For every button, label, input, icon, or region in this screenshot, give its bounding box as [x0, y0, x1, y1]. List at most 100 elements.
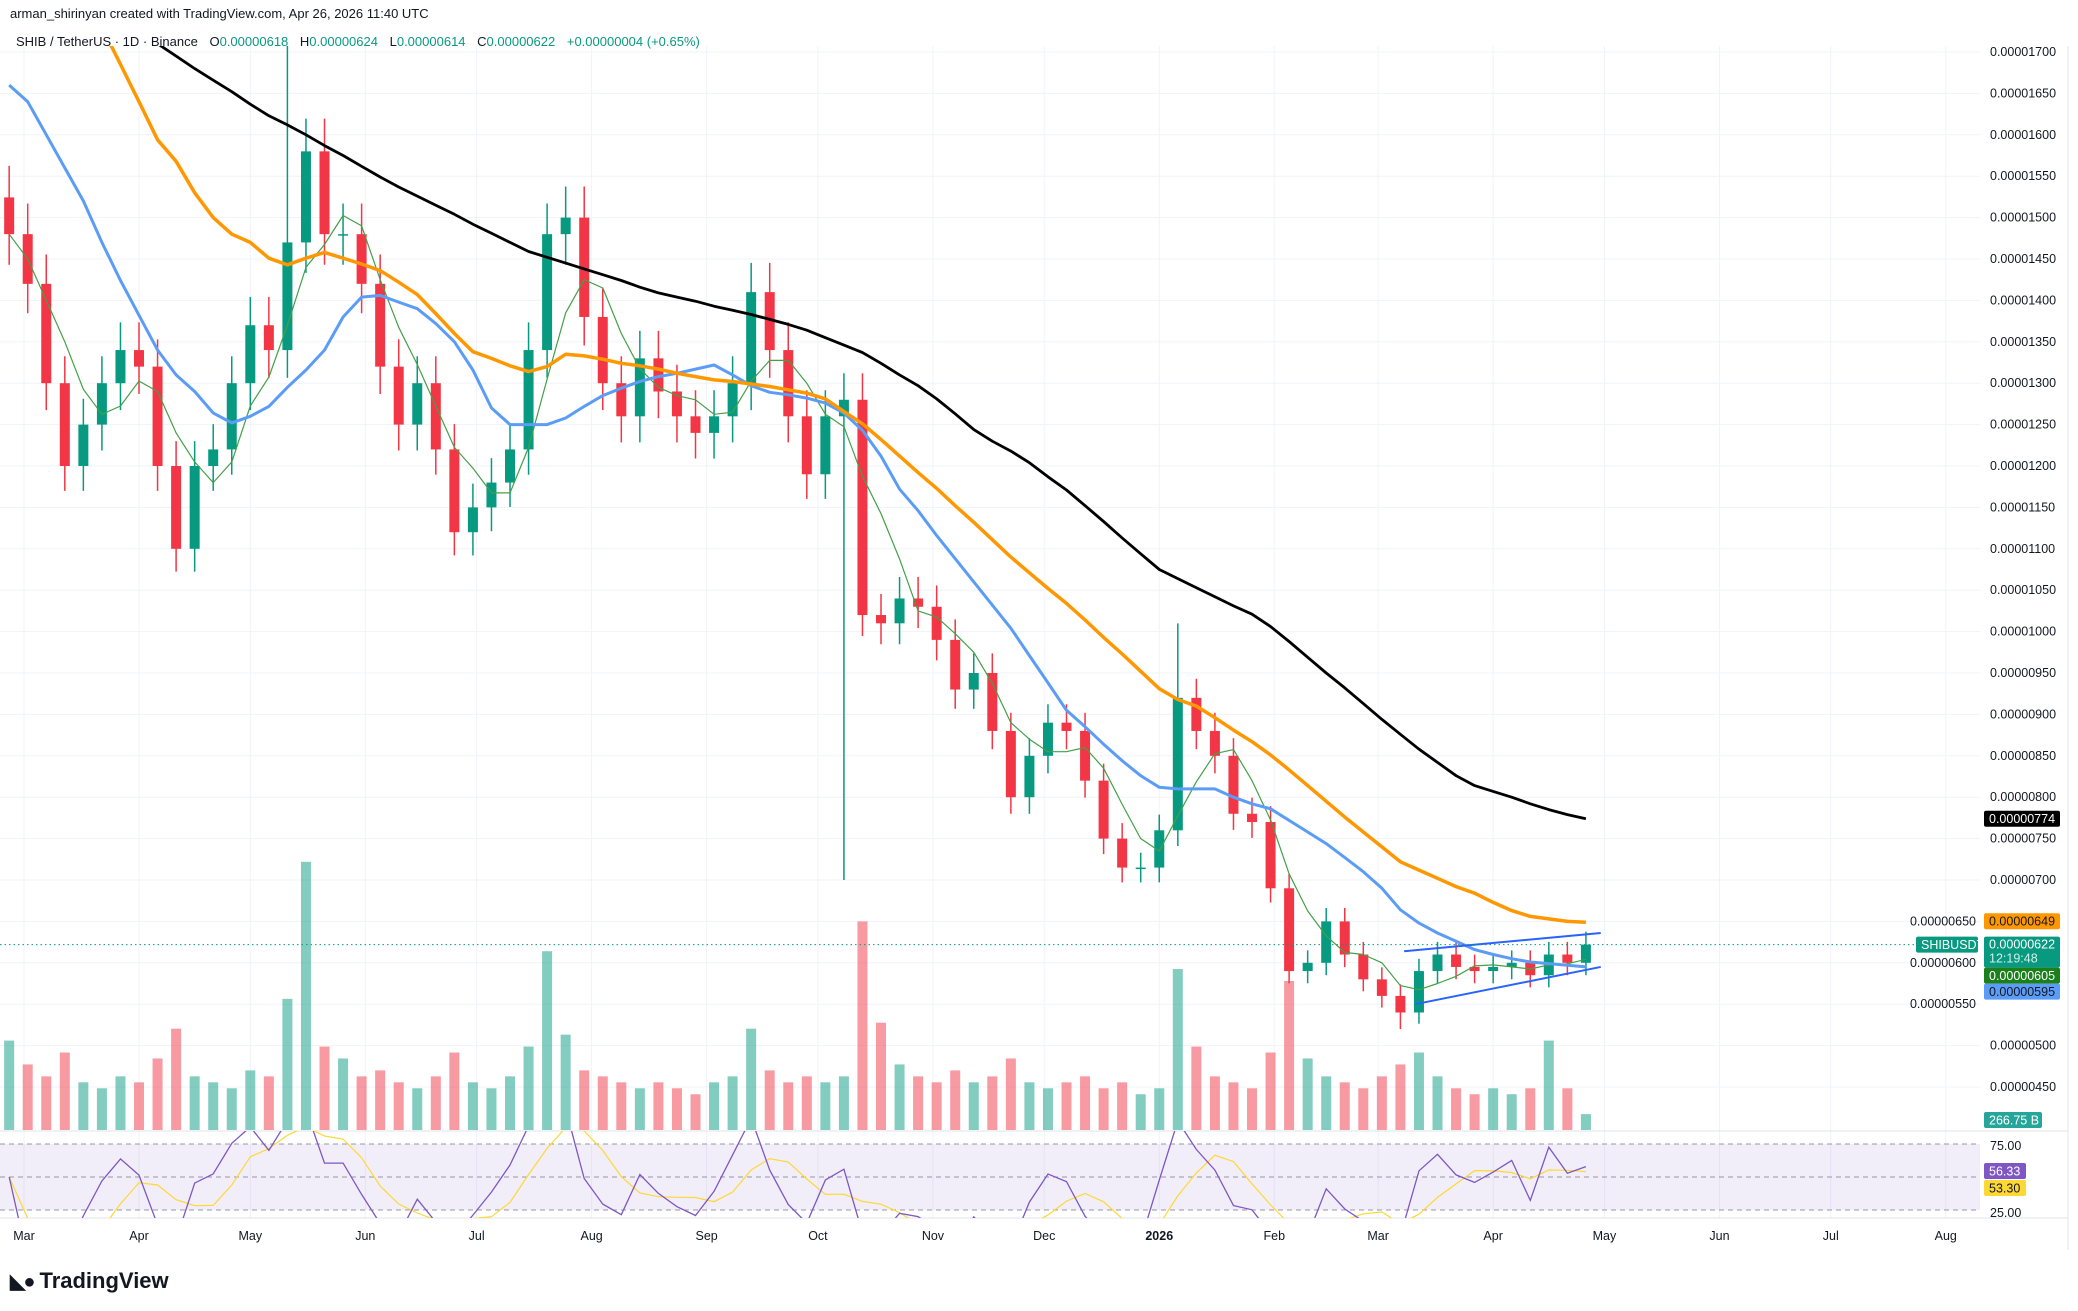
candle — [41, 254, 52, 411]
open-value: 0.00000618 — [219, 34, 289, 49]
candle-body — [1265, 822, 1276, 889]
candle-body — [375, 283, 386, 367]
volume-bar — [523, 1046, 534, 1130]
candle-body — [282, 242, 293, 351]
candle — [96, 356, 107, 451]
volume-bar — [1265, 1052, 1276, 1130]
candle — [634, 330, 645, 443]
trendline — [1415, 965, 1601, 1006]
candle-body — [931, 606, 942, 640]
candle-body — [393, 366, 404, 425]
price-tick-label: 0.00001400 — [1990, 293, 2056, 307]
volume-bar — [1321, 1076, 1332, 1130]
candle-body — [857, 399, 868, 616]
symbol-title[interactable]: SHIB / TetherUS · 1D · Binance — [16, 34, 198, 49]
candle-body — [152, 366, 163, 466]
candle-body — [764, 292, 775, 351]
symbol-price-tag: SHIBUSDT — [1916, 936, 1985, 953]
volume-bar — [876, 1022, 887, 1130]
ma20-line — [8, 214, 1587, 991]
price-tick-label: 0.00000500 — [1990, 1039, 2056, 1053]
volume-bar — [467, 1082, 478, 1130]
volume-bar — [319, 1046, 330, 1130]
candle-body — [801, 416, 812, 475]
time-tick-label: Mar — [13, 1229, 35, 1243]
high-value: 0.00000624 — [309, 34, 378, 49]
candle-body — [542, 234, 553, 351]
ma200-price-label: 0.00000774 — [1984, 810, 2060, 827]
candle-body — [523, 350, 534, 450]
candle — [449, 424, 460, 556]
candle-body — [4, 197, 15, 235]
volume-label-text: 266.75 B — [1989, 1114, 2039, 1128]
candle-body — [1117, 838, 1128, 868]
candle-body — [78, 424, 89, 466]
candle-body — [1321, 921, 1332, 963]
candle-body — [319, 151, 330, 235]
low-label: L — [389, 34, 397, 49]
candle — [430, 356, 441, 475]
volume-bar — [1432, 1076, 1443, 1130]
volume-bar — [4, 1040, 15, 1130]
volume-bar — [208, 1082, 219, 1130]
candle — [801, 390, 812, 499]
candle-body — [1339, 921, 1350, 955]
candle — [1562, 941, 1573, 976]
candle-body — [1191, 697, 1202, 731]
high-label: H — [299, 34, 310, 49]
volume-bar — [300, 861, 311, 1130]
symbol-legend: SHIB / TetherUS · 1D · Binance O0.000006… — [16, 34, 700, 49]
candle-body — [597, 316, 608, 384]
volume-bar — [634, 1088, 645, 1130]
volume-bar — [486, 1088, 497, 1130]
candle-body — [876, 615, 887, 624]
candle-body — [1580, 944, 1591, 963]
candle-body — [41, 283, 52, 384]
volume-bar — [1562, 1088, 1573, 1130]
candle — [838, 373, 849, 880]
low-value: 0.00000614 — [396, 34, 466, 49]
tradingview-logo[interactable]: ◣● TradingView — [10, 1268, 169, 1294]
ma20-price-label-bg — [1984, 967, 2060, 984]
volume-bar — [653, 1082, 664, 1130]
last-price-text: 0.00000622 — [1989, 938, 2055, 952]
volume-bar — [152, 1058, 163, 1130]
volume-bar — [1024, 1082, 1035, 1130]
candle — [597, 288, 608, 411]
volume-bar — [1005, 1058, 1016, 1130]
ma50-price-label-bg — [1984, 983, 2060, 1000]
candle-body — [1413, 971, 1424, 1013]
candle — [245, 296, 256, 411]
candle — [1376, 967, 1387, 1008]
candle-body — [263, 325, 274, 351]
ma200-price-label-bg — [1984, 810, 2060, 827]
price-tick-label: 0.00001100 — [1990, 542, 2055, 556]
volume-bar — [1525, 1088, 1536, 1130]
price-chart[interactable]: Mar Apr May Jun Jul Aug Sep Oct Nov Dec 2026 Feb Mar… — [0, 0, 2078, 1260]
candle — [412, 356, 423, 451]
volume-bar — [189, 1076, 200, 1130]
rsi-ma-value-label: 53.30 — [1984, 1180, 2026, 1196]
price-tick-label: 0.00001600 — [1990, 128, 2056, 142]
volume-bar — [171, 1028, 182, 1130]
candle-body — [412, 383, 423, 425]
time-tick-label: Jun — [355, 1229, 375, 1243]
volume-label: 266.75 B — [1984, 1112, 2042, 1128]
price-tick-label: 0.00001200 — [1990, 459, 2056, 473]
volume-bar — [1172, 969, 1183, 1130]
candle — [523, 322, 534, 475]
candle-body — [1562, 954, 1573, 963]
volume-bar — [1191, 1046, 1202, 1130]
time-tick-label: Nov — [922, 1229, 945, 1243]
candle — [467, 483, 478, 556]
candle-body — [1024, 755, 1035, 798]
candle — [894, 576, 905, 645]
candle — [950, 619, 961, 709]
volume-bar — [78, 1082, 89, 1130]
candle — [78, 398, 89, 491]
ma50-price-label-text: 0.00000595 — [1989, 985, 2055, 999]
volume-bar — [1302, 1058, 1313, 1130]
candle-body — [634, 358, 645, 417]
time-tick-label: Jul — [1823, 1229, 1839, 1243]
candle-body — [1135, 867, 1146, 870]
